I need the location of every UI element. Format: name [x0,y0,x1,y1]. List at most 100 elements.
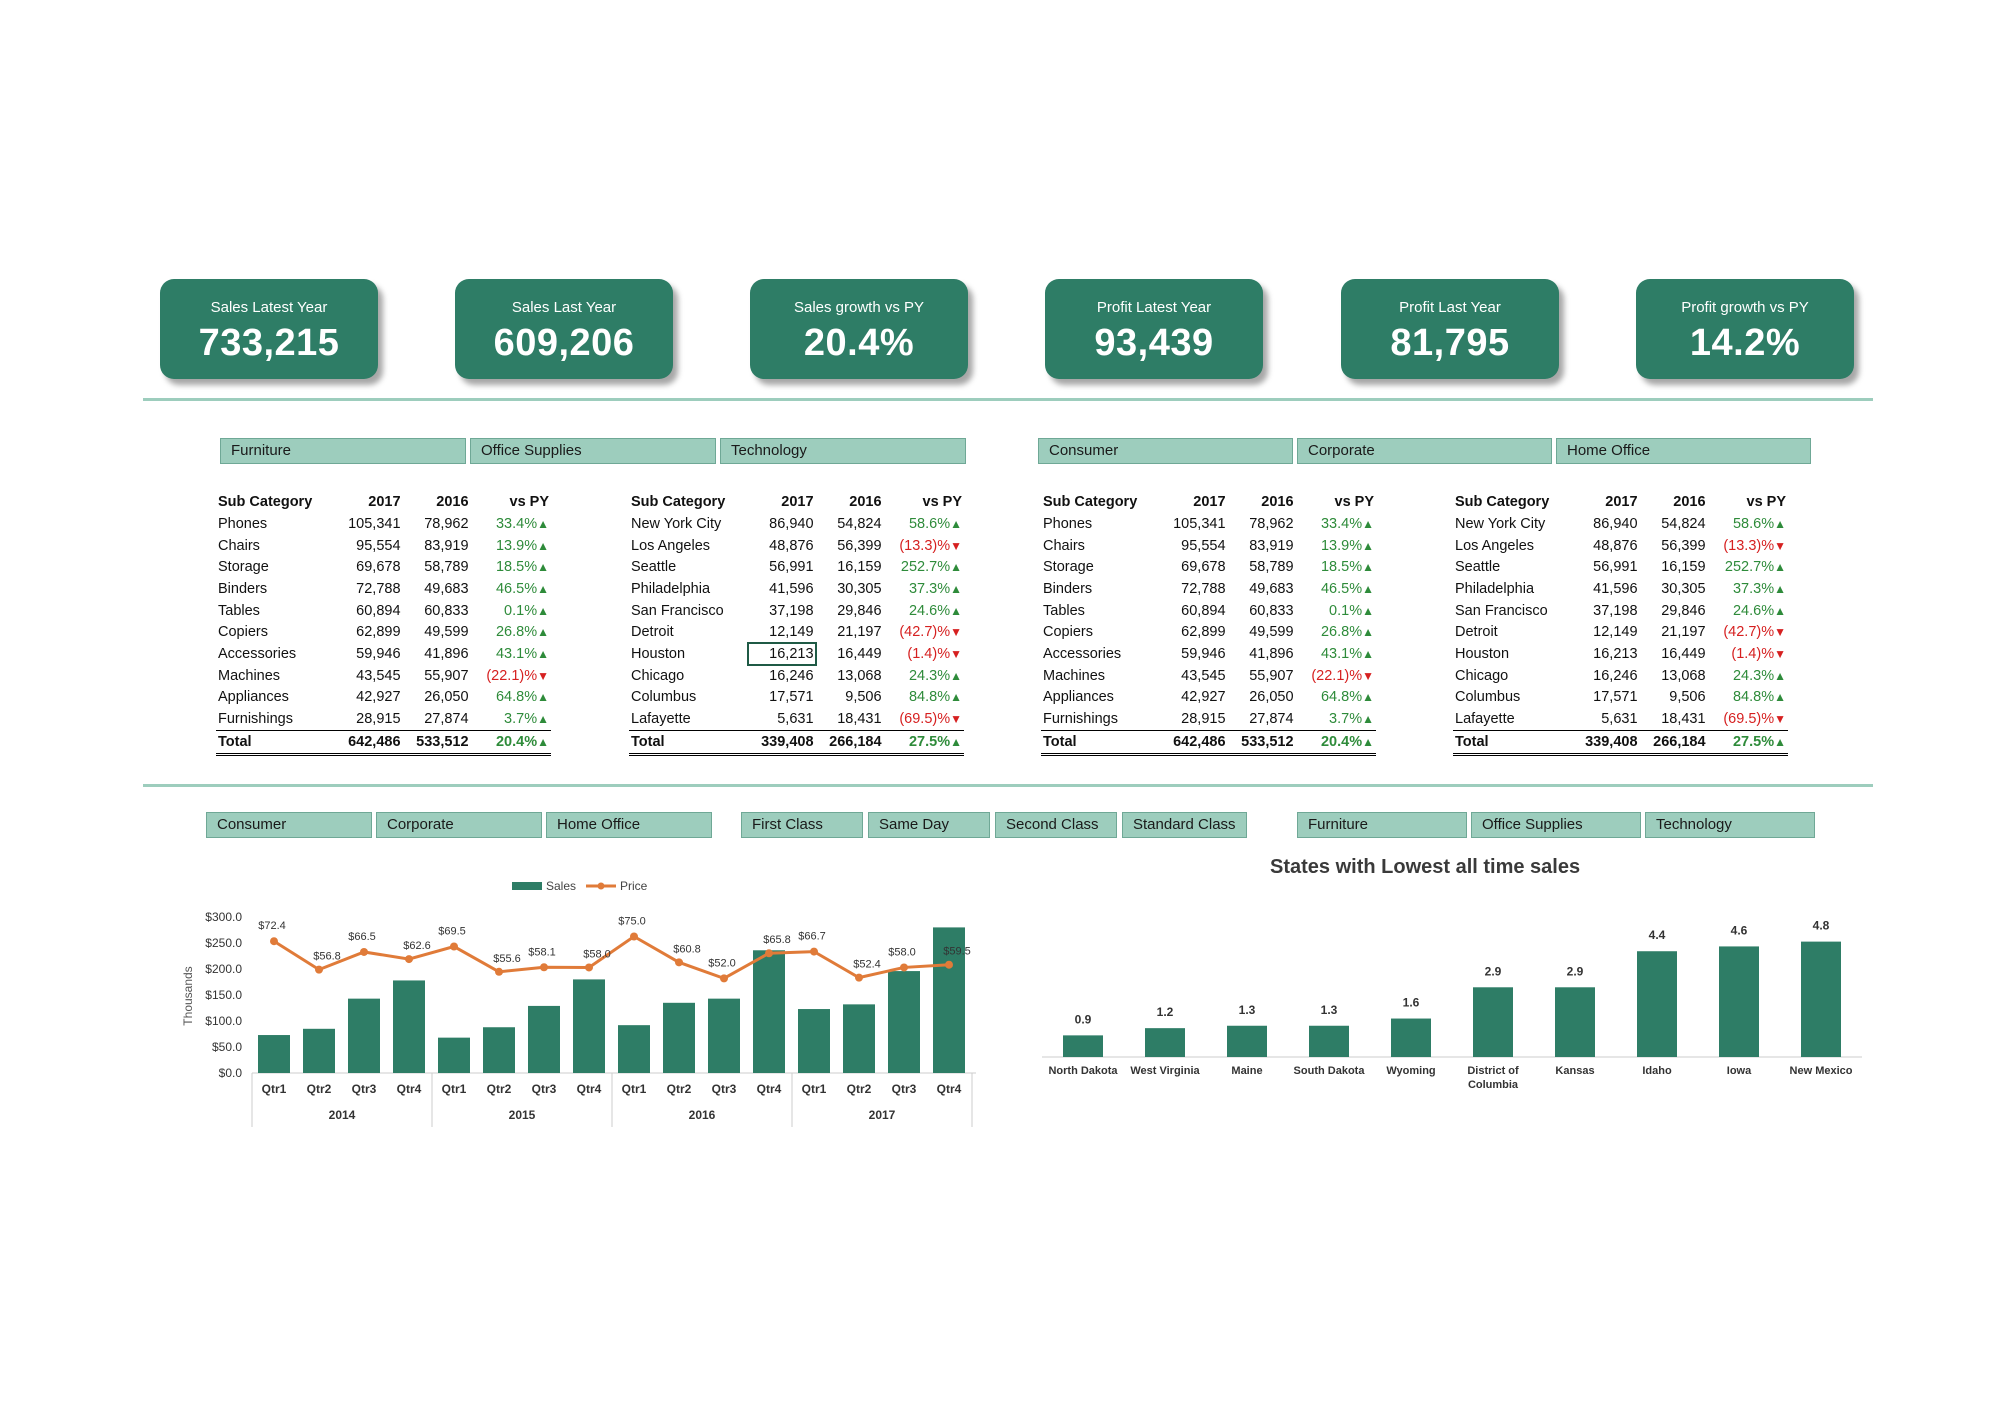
row-name[interactable]: Chicago [1455,667,1509,684]
slicer-category-office-supplies[interactable]: Office Supplies [470,438,716,464]
value-2016[interactable]: 58,789 [1249,559,1294,576]
value-2017[interactable]: 5,631 [1601,711,1638,728]
row-name[interactable]: New York City [631,515,722,532]
value-2017[interactable]: 59,946 [1181,645,1226,662]
row-name[interactable]: Los Angeles [631,537,711,554]
value-2016[interactable]: 29,846 [1661,602,1706,619]
value-2016[interactable]: 16,159 [1661,559,1706,576]
row-name[interactable]: Machines [218,667,281,684]
vs-py-value[interactable]: 84.8%▲ [908,689,962,706]
value-2017[interactable]: 339,408 [747,729,816,756]
value-2017[interactable]: 16,246 [769,667,814,684]
row-name[interactable]: Houston [631,645,686,662]
vs-py-value[interactable]: 26.8%▲ [1320,624,1374,641]
slicer-ship-same-day[interactable]: Same Day [868,812,990,838]
row-name[interactable]: Accessories [218,645,297,662]
vs-py-value[interactable]: 33.4%▲ [1320,515,1374,532]
slicer-ship-standard-class[interactable]: Standard Class [1122,812,1247,838]
value-2017[interactable]: 642,486 [1159,729,1228,756]
value-2017[interactable]: 56,991 [769,559,814,576]
vs-py-value[interactable]: 64.8%▲ [1320,689,1374,706]
vs-py-value[interactable]: 20.4%▲ [470,729,551,756]
row-name[interactable]: New York City [1455,515,1546,532]
value-2017[interactable]: 62,899 [1181,624,1226,641]
value-2017[interactable]: 59,946 [356,645,401,662]
value-2016[interactable]: 49,599 [424,624,469,641]
slicer-category-technology[interactable]: Technology [720,438,966,464]
value-2017[interactable]: 48,876 [1593,537,1638,554]
value-2017[interactable]: 60,894 [1181,602,1226,619]
row-name[interactable]: Total [216,729,335,756]
value-2016[interactable]: 83,919 [424,537,469,554]
row-name[interactable]: Seattle [1455,559,1501,576]
value-2016[interactable]: 9,506 [845,689,882,706]
vs-py-value[interactable]: 252.7%▲ [1724,559,1786,576]
value-2017[interactable]: 28,915 [1181,711,1226,728]
row-name[interactable]: Furnishings [218,711,293,728]
value-2016[interactable]: 54,824 [837,515,882,532]
value-2016[interactable]: 27,874 [1249,711,1294,728]
slicer-ship-first-class[interactable]: First Class [741,812,863,838]
value-2016[interactable]: 55,907 [424,667,469,684]
vs-py-value[interactable]: 43.1%▲ [495,645,549,662]
vs-py-value[interactable]: 27.5%▲ [1707,729,1788,756]
value-2017[interactable]: 60,894 [356,602,401,619]
row-name[interactable]: Detroit [631,624,674,641]
value-2017[interactable]: 69,678 [356,559,401,576]
vs-py-value[interactable]: 46.5%▲ [495,580,549,597]
value-2016[interactable]: 30,305 [837,580,882,597]
value-2017[interactable]: 48,876 [769,537,814,554]
slicer-segment-home-office-bottom[interactable]: Home Office [546,812,712,838]
value-2017[interactable]: 12,149 [1593,624,1638,641]
vs-py-value[interactable]: 18.5%▲ [1320,559,1374,576]
value-2017[interactable]: 642,486 [334,729,403,756]
slicer-segment-home-office[interactable]: Home Office [1556,438,1811,464]
value-2017[interactable]: 16,213 [746,642,817,666]
value-2017[interactable]: 95,554 [1181,537,1226,554]
value-2017[interactable]: 43,545 [1181,667,1226,684]
value-2016[interactable]: 18,431 [1661,711,1706,728]
value-2016[interactable]: 21,197 [837,624,882,641]
value-2017[interactable]: 5,631 [777,711,814,728]
row-name[interactable]: Columbus [631,689,697,706]
vs-py-value[interactable]: 58.6%▲ [1732,515,1786,532]
slicer-category-technology-bottom[interactable]: Technology [1645,812,1815,838]
vs-py-value[interactable]: 3.7%▲ [1329,711,1374,728]
row-name[interactable]: Chicago [631,667,685,684]
value-2017[interactable]: 42,927 [1181,689,1226,706]
vs-py-value[interactable]: 43.1%▲ [1320,645,1374,662]
value-2017[interactable]: 16,246 [1593,667,1638,684]
vs-py-value[interactable]: 18.5%▲ [495,559,549,576]
value-2016[interactable]: 78,962 [1249,515,1294,532]
value-2016[interactable]: 54,824 [1661,515,1706,532]
value-2016[interactable]: 26,050 [424,689,469,706]
value-2016[interactable]: 533,512 [1227,729,1296,756]
value-2016[interactable]: 21,197 [1661,624,1706,641]
value-2017[interactable]: 95,554 [356,537,401,554]
value-2016[interactable]: 60,833 [1249,602,1294,619]
row-name[interactable]: Accessories [1043,645,1122,662]
row-name[interactable]: Philadelphia [631,580,711,597]
row-name[interactable]: Lafayette [1455,711,1515,728]
value-2017[interactable]: 86,940 [1593,515,1638,532]
vs-py-value[interactable]: (13.3)%▼ [1723,537,1786,554]
value-2017[interactable]: 339,408 [1571,729,1640,756]
row-name[interactable]: Seattle [631,559,677,576]
value-2017[interactable]: 12,149 [769,624,814,641]
value-2016[interactable]: 78,962 [424,515,469,532]
vs-py-value[interactable]: 27.5%▲ [883,729,964,756]
vs-py-value[interactable]: (13.3)%▼ [899,537,962,554]
row-name[interactable]: Machines [1043,667,1106,684]
value-2016[interactable]: 16,449 [837,645,882,662]
row-name[interactable]: Los Angeles [1455,537,1535,554]
value-2016[interactable]: 56,399 [837,537,882,554]
value-2017[interactable]: 72,788 [356,580,401,597]
value-2016[interactable]: 56,399 [1661,537,1706,554]
vs-py-value[interactable]: 0.1%▲ [504,602,549,619]
row-name[interactable]: Phones [218,515,268,532]
vs-py-value[interactable]: 24.6%▲ [1732,602,1786,619]
value-2016[interactable]: 55,907 [1249,667,1294,684]
vs-py-value[interactable]: (69.5)%▼ [899,711,962,728]
vs-py-value[interactable]: 37.3%▲ [908,580,962,597]
vs-py-value[interactable]: 64.8%▲ [495,689,549,706]
